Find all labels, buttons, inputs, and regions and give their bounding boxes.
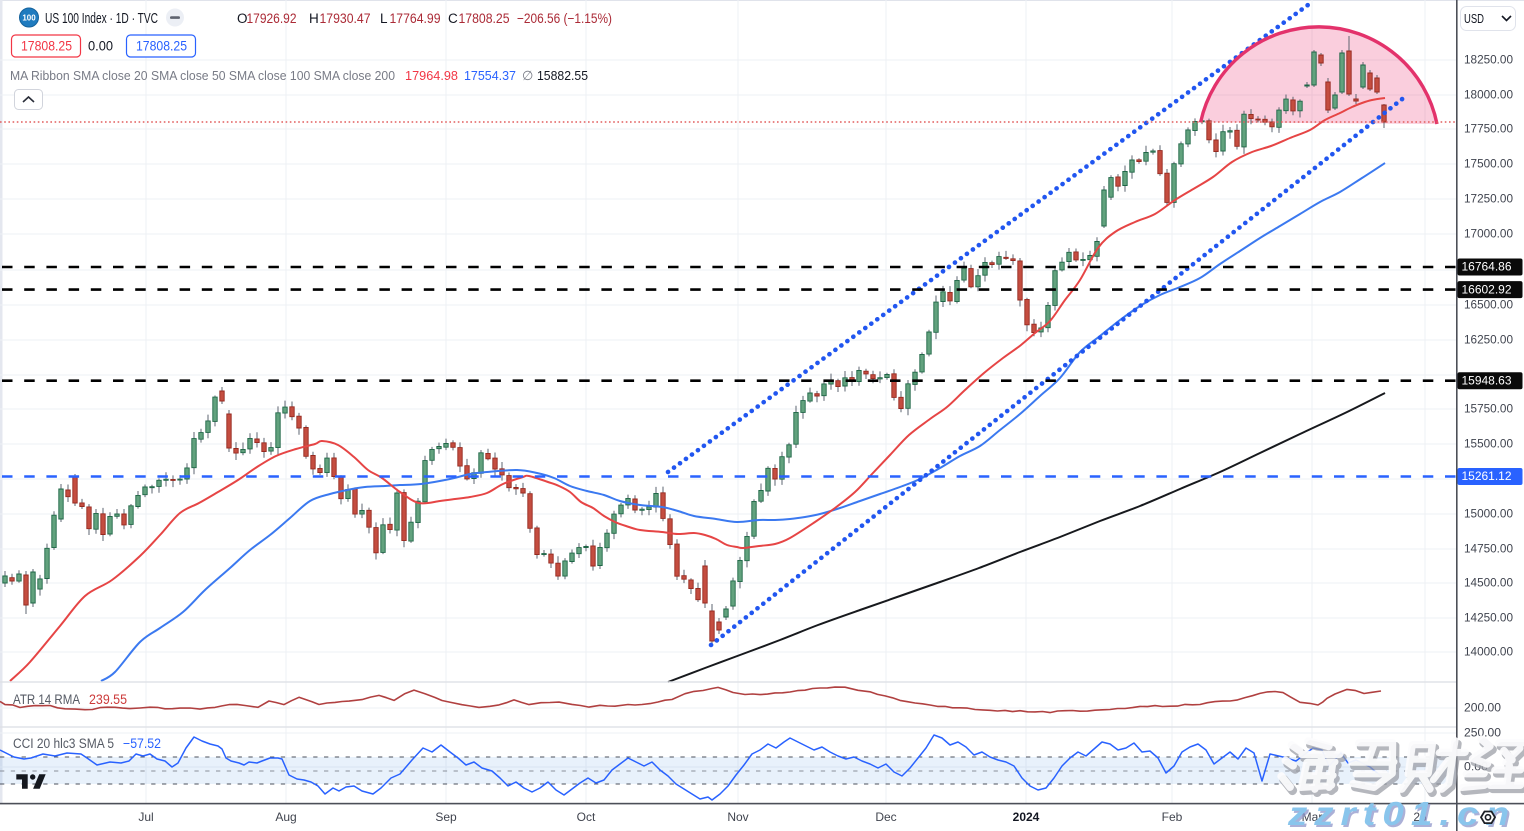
svg-text:14000.00: 14000.00 [1464,647,1513,659]
svg-text:CCI 20 hlc3 SMA 5: CCI 20 hlc3 SMA 5 [13,736,114,751]
svg-text:∅: ∅ [522,68,533,83]
svg-text:16500.00: 16500.00 [1464,300,1513,312]
svg-text:US 100 Index · 1D · TVC: US 100 Index · 1D · TVC [45,10,158,27]
svg-text:14750.00: 14750.00 [1464,544,1513,556]
svg-text:Sep: Sep [435,810,457,824]
svg-text:2024: 2024 [1013,810,1040,824]
svg-text:17750.00: 17750.00 [1464,124,1513,136]
svg-text:16602.92: 16602.92 [1462,284,1512,296]
svg-text:17964.98: 17964.98 [405,68,458,83]
svg-text:14250.00: 14250.00 [1464,613,1513,625]
svg-text:Mar: Mar [1302,810,1323,824]
svg-text:USD: USD [1464,12,1484,26]
svg-text:Nov: Nov [727,810,748,824]
svg-text:100: 100 [22,14,36,23]
svg-text:Feb: Feb [1162,810,1183,824]
svg-text:17926.92: 17926.92 [247,11,297,26]
svg-text:17808.25: 17808.25 [21,38,72,54]
svg-text:L: L [380,11,388,26]
svg-text:zzrt01.cn: zzrt01.cn [1287,795,1516,831]
svg-text:O: O [237,11,248,26]
svg-text:16764.86: 16764.86 [1462,262,1512,274]
svg-text:Oct: Oct [577,810,596,824]
svg-text:−206.56 (−1.15%): −206.56 (−1.15%) [517,11,612,26]
svg-text:16250.00: 16250.00 [1464,335,1513,347]
svg-text:17808.25: 17808.25 [459,11,510,26]
svg-text:239.55: 239.55 [89,692,127,707]
svg-text:0.00: 0.00 [88,39,113,54]
svg-text:17250.00: 17250.00 [1464,194,1513,206]
svg-text:Dec: Dec [875,810,896,824]
svg-text:18000.00: 18000.00 [1464,90,1513,102]
svg-text:14500.00: 14500.00 [1464,578,1513,590]
svg-text:17000.00: 17000.00 [1464,229,1513,241]
svg-text:200.00: 200.00 [1464,703,1501,715]
svg-text:250.00: 250.00 [1464,728,1501,740]
svg-text:Jul: Jul [138,810,153,824]
svg-text:17500.00: 17500.00 [1464,159,1513,171]
svg-text:18250.00: 18250.00 [1464,55,1513,67]
svg-text:H: H [309,11,319,26]
svg-text:ATR 14 RMA: ATR 14 RMA [13,692,80,707]
svg-text:15948.63: 15948.63 [1462,375,1512,387]
svg-text:17554.37: 17554.37 [464,68,516,83]
svg-text:MA Ribbon SMA close 20 SMA clo: MA Ribbon SMA close 20 SMA close 50 SMA … [10,68,395,83]
svg-text:15750.00: 15750.00 [1464,404,1513,416]
svg-text:C: C [448,11,458,26]
svg-text:zzrt01.cn: zzrt01.cn [1289,797,1518,831]
svg-text:15261.12: 15261.12 [1462,471,1512,483]
svg-text:17930.47: 17930.47 [320,11,371,26]
svg-text:−57.52: −57.52 [123,736,161,751]
svg-text:25: 25 [1413,810,1427,824]
svg-text:17808.25: 17808.25 [136,38,187,54]
svg-text:Aug: Aug [275,810,296,824]
svg-text:15882.55: 15882.55 [537,68,588,83]
svg-text:15500.00: 15500.00 [1464,439,1513,451]
svg-text:15000.00: 15000.00 [1464,509,1513,521]
svg-text:17764.99: 17764.99 [390,11,441,26]
